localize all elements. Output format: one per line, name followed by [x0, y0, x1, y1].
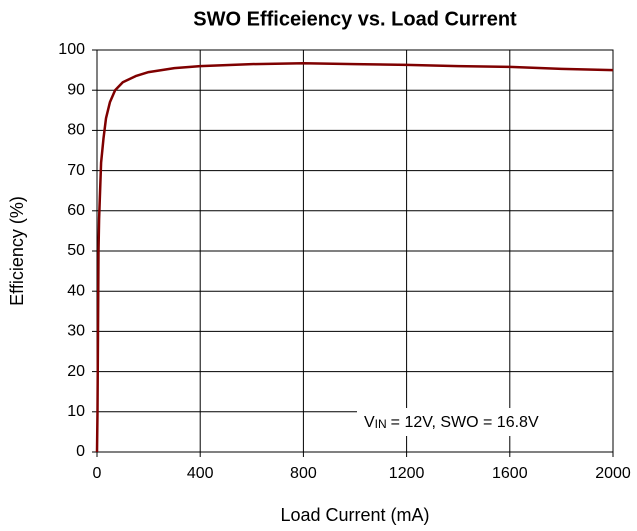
annotation-part: V: [364, 414, 375, 431]
y-tick-label: 10: [67, 403, 85, 420]
chart-title: SWO Efficeiency vs. Load Current: [193, 8, 517, 30]
annotation-part: = 12V, SWO = 16.8V: [391, 414, 539, 431]
y-tick-label: 50: [67, 242, 85, 259]
y-tick-label: 30: [67, 323, 85, 340]
y-tick-label: 80: [67, 122, 85, 139]
x-tick-label: 400: [187, 465, 214, 482]
y-tick-label: 90: [67, 81, 85, 98]
y-axis-label: Efficiency (%): [7, 196, 27, 306]
x-axis-label: Load Current (mA): [280, 505, 429, 525]
plot-border: [96, 49, 614, 453]
efficiency-line: [95, 62, 614, 453]
annotation-part: IN: [375, 417, 387, 431]
y-tick-label: 60: [67, 202, 85, 219]
annotation: VIN = 12V, SWO = 16.8V: [364, 414, 539, 431]
x-tick-label: 0: [93, 465, 102, 482]
y-tick-label: 0: [76, 443, 85, 460]
y-tick-label: 100: [58, 41, 85, 58]
annotation-box: [357, 408, 613, 436]
y-tick-label: 20: [67, 363, 85, 380]
x-tick-label: 2000: [595, 465, 631, 482]
y-tick-label: 70: [67, 162, 85, 179]
x-tick-label: 800: [290, 465, 317, 482]
x-tick-label: 1200: [389, 465, 425, 482]
y-tick-label: 40: [67, 282, 85, 299]
x-tick-label: 1600: [492, 465, 528, 482]
